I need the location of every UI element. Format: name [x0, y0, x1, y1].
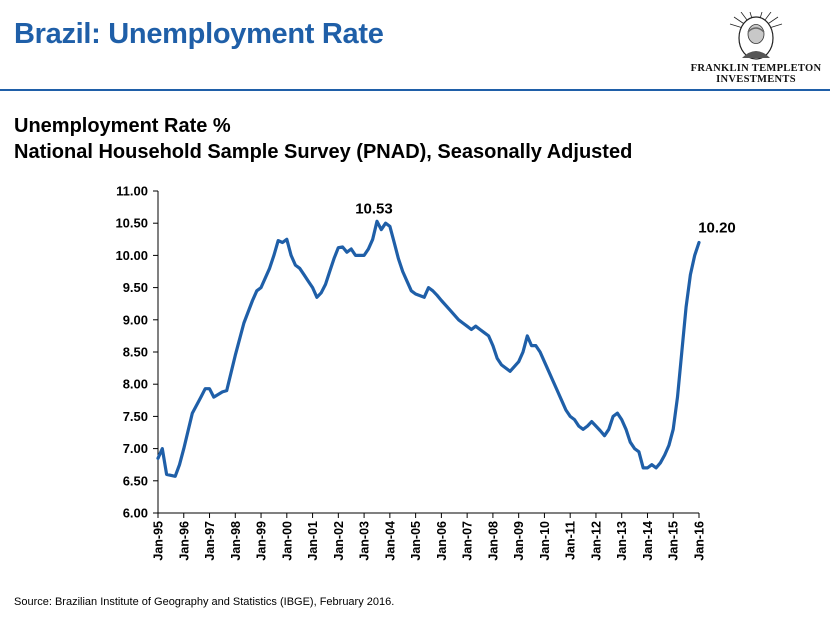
x-tick-label: Jan-99: [255, 521, 269, 561]
x-tick-label: Jan-08: [486, 521, 500, 561]
x-tick-label: Jan-13: [615, 521, 629, 561]
y-tick-label: 9.00: [123, 312, 148, 327]
x-tick-label: Jan-15: [667, 521, 681, 561]
y-tick-label: 6.00: [123, 506, 148, 521]
y-tick-label: 7.00: [123, 441, 148, 456]
series-line-0: [156, 219, 701, 478]
header-divider: [0, 89, 830, 91]
y-tick-label: 11.00: [116, 184, 148, 199]
y-axis: 6.00 6.50 7.00 7.50 8.00 8.50 9.00 9.50 10.00 10.…: [115, 184, 159, 521]
y-tick-label: 8.00: [123, 377, 148, 392]
x-tick-label: Jan-06: [435, 521, 449, 561]
y-tick-label: 9.50: [123, 280, 148, 295]
x-tick-label: Jan-05: [409, 521, 423, 561]
franklin-templeton-logo: FRANKLIN TEMPLETON INVESTMENTS: [690, 12, 822, 90]
x-tick-label: Jan-09: [512, 521, 526, 561]
x-tick-label: Jan-03: [358, 521, 372, 561]
x-axis: Jan-95 Jan-96 Jan-97 Jan-98 Jan-99 Jan-00 Jan-…: [152, 512, 707, 561]
data-label-10-20: 10.20: [698, 220, 736, 237]
source-note: Source: Brazilian Institute of Geography…: [14, 596, 395, 608]
x-tick-label: Jan-12: [589, 521, 603, 561]
logo-text-franklin-templeton: FRANKLIN TEMPLETON: [690, 63, 822, 74]
x-tick-label: Jan-97: [203, 521, 217, 561]
portrait-medallion-icon: [729, 12, 783, 60]
y-tick-label: 6.50: [123, 473, 148, 488]
logo-text-investments: INVESTMENTS: [716, 74, 796, 85]
x-tick-label: Jan-02: [332, 521, 346, 561]
x-tick-label: Jan-07: [461, 521, 475, 561]
page-title: Brazil: Unemployment Rate: [14, 18, 384, 50]
x-tick-label: Jan-16: [693, 521, 707, 561]
y-tick-label: 10.00: [115, 248, 148, 263]
data-label-10-53: 10.53: [355, 200, 393, 217]
x-tick-label: Jan-98: [229, 521, 243, 561]
y-tick-label: 10.50: [115, 216, 148, 231]
chart-subtitle-line1: Unemployment Rate %: [14, 115, 231, 137]
x-tick-label: Jan-11: [564, 521, 578, 560]
y-tick-label: 7.50: [123, 409, 148, 424]
x-tick-label: Jan-95: [152, 521, 166, 561]
x-tick-label: Jan-10: [538, 521, 552, 561]
x-tick-label: Jan-04: [383, 521, 397, 561]
chart-subtitle-line2: National Household Sample Survey (PNAD),…: [14, 141, 633, 163]
x-tick-label: Jan-00: [280, 521, 294, 561]
series-layer: [156, 219, 701, 478]
x-tick-label: Jan-96: [177, 521, 191, 561]
x-tick-label: Jan-01: [306, 521, 320, 561]
x-tick-label: Jan-14: [641, 521, 655, 561]
annotation-layer: 10.53 10.20: [355, 200, 736, 236]
y-tick-label: 8.50: [123, 345, 148, 360]
